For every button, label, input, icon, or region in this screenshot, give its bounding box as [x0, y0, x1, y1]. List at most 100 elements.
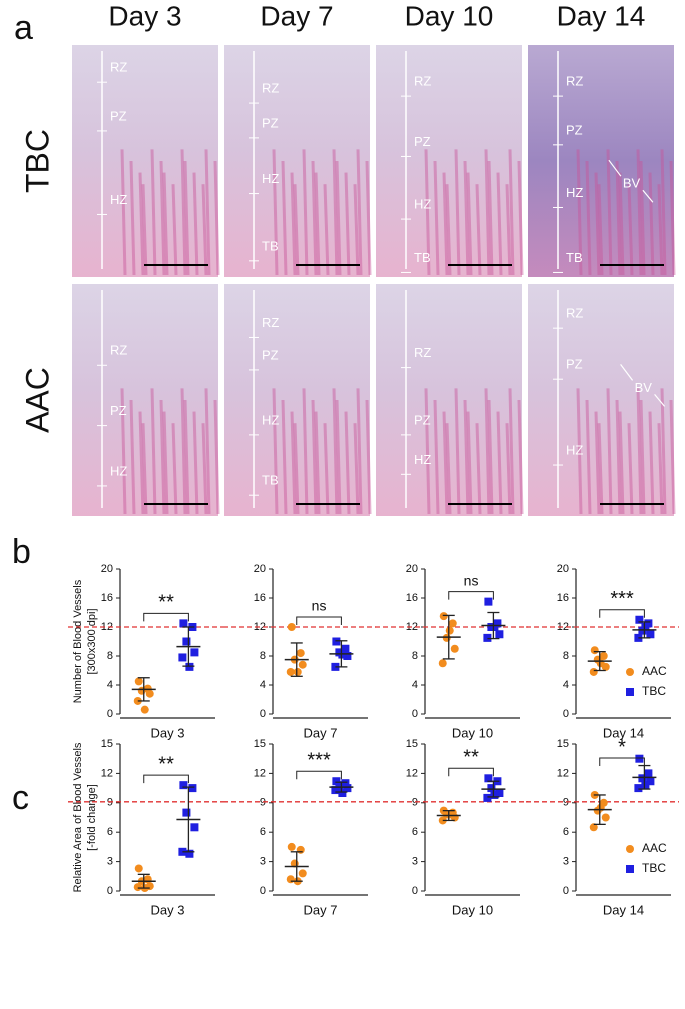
- tissue-texture: [424, 388, 431, 515]
- significance-bracket: [599, 609, 645, 618]
- zone-label: HZ: [566, 442, 583, 457]
- y-tick-label: 4: [412, 679, 418, 691]
- significance-label: ns: [312, 598, 327, 614]
- y-tick-label: 0: [412, 885, 418, 897]
- x-axis-label: Day 7: [304, 725, 338, 740]
- tissue-texture: [424, 149, 431, 276]
- tissue-texture: [201, 423, 208, 515]
- tissue-texture: [180, 149, 187, 276]
- tissue-texture: [120, 149, 127, 276]
- tissue-texture: [201, 184, 208, 276]
- zone-label: PZ: [414, 134, 431, 149]
- tissue-texture: [505, 184, 512, 276]
- data-point: [341, 779, 350, 788]
- bv-arrow: [654, 394, 666, 407]
- x-axis-label: Day 10: [452, 902, 493, 917]
- tissue-texture: [180, 388, 187, 515]
- zone-label: RZ: [262, 81, 279, 96]
- significance-label: **: [463, 747, 479, 769]
- zone-label: PZ: [262, 347, 279, 362]
- tissue-texture: [636, 149, 643, 276]
- data-point: [638, 774, 647, 783]
- bv-arrow: [608, 159, 622, 177]
- panel-label: a: [14, 9, 33, 47]
- tissue-texture: [356, 388, 363, 515]
- tissue-texture: [496, 411, 503, 515]
- tissue-texture: [445, 184, 452, 276]
- data-point: [343, 652, 352, 660]
- histology-image: [72, 284, 218, 516]
- y-tick-label: 6: [563, 826, 569, 838]
- zone-label: RZ: [566, 306, 583, 321]
- column-header: Day 10: [405, 0, 494, 31]
- tissue-texture: [615, 399, 622, 515]
- tissue-texture: [356, 149, 363, 276]
- x-axis-label: Day 7: [304, 902, 338, 917]
- y-axis-label: [-fold change]: [86, 784, 98, 851]
- tissue-texture: [487, 160, 494, 276]
- row-label: TBC: [19, 129, 55, 193]
- data-point: [179, 781, 188, 790]
- histology-image: [376, 45, 522, 277]
- tissue-texture: [466, 411, 473, 515]
- data-point: [601, 813, 610, 822]
- data-point: [134, 864, 143, 873]
- data-point: [298, 869, 307, 878]
- y-tick-label: 0: [107, 885, 113, 897]
- tissue-texture: [183, 160, 190, 276]
- data-point: [490, 623, 499, 631]
- significance-bracket: [296, 616, 342, 625]
- bv-arrow: [642, 189, 654, 203]
- tissue-texture: [648, 411, 655, 515]
- tissue-texture: [597, 184, 604, 276]
- zone-label: RZ: [110, 60, 127, 75]
- data-point: [483, 793, 492, 802]
- data-point: [332, 637, 341, 646]
- y-tick-label: 4: [563, 679, 569, 691]
- legend-marker: [626, 865, 634, 873]
- significance-bracket: [143, 612, 189, 622]
- y-tick-label: 6: [260, 826, 266, 838]
- zone-label: BV: [635, 380, 653, 395]
- tissue-texture: [120, 388, 127, 515]
- y-tick-label: 8: [563, 650, 569, 662]
- data-point: [495, 630, 504, 639]
- zone-label: HZ: [110, 192, 127, 207]
- tissue-texture: [302, 388, 309, 515]
- tissue-texture: [454, 388, 461, 515]
- data-point: [439, 612, 448, 621]
- tissue-texture: [615, 160, 622, 276]
- tissue-texture: [496, 172, 503, 276]
- data-point: [490, 790, 499, 799]
- y-tick-label: 4: [260, 679, 266, 691]
- tissue-texture: [463, 160, 470, 276]
- significance-bracket: [599, 757, 645, 766]
- tissue-texture: [508, 388, 515, 515]
- y-tick-label: 12: [101, 767, 113, 779]
- legend-marker: [626, 688, 634, 696]
- tissue-texture: [508, 149, 515, 276]
- y-tick-label: 9: [412, 797, 418, 809]
- data-point: [448, 619, 457, 628]
- y-tick-label: 12: [406, 767, 418, 779]
- tissue-texture: [290, 172, 297, 276]
- significance-label: ns: [464, 572, 479, 588]
- tissue-texture: [639, 160, 646, 276]
- tissue-texture: [445, 423, 452, 515]
- data-point: [590, 646, 599, 655]
- histology-image: [528, 284, 674, 516]
- tissue-texture: [657, 184, 664, 276]
- data-point: [438, 659, 447, 668]
- zone-label: HZ: [414, 197, 431, 212]
- tissue-texture: [204, 388, 211, 515]
- tissue-texture: [213, 399, 220, 515]
- y-tick-label: 15: [101, 738, 113, 750]
- tissue-texture: [669, 160, 676, 276]
- y-tick-label: 0: [107, 708, 113, 720]
- data-point: [635, 754, 644, 763]
- legend-label: AAC: [642, 841, 667, 855]
- tissue-texture: [657, 423, 664, 515]
- data-point: [634, 784, 643, 793]
- tissue-texture: [353, 423, 360, 515]
